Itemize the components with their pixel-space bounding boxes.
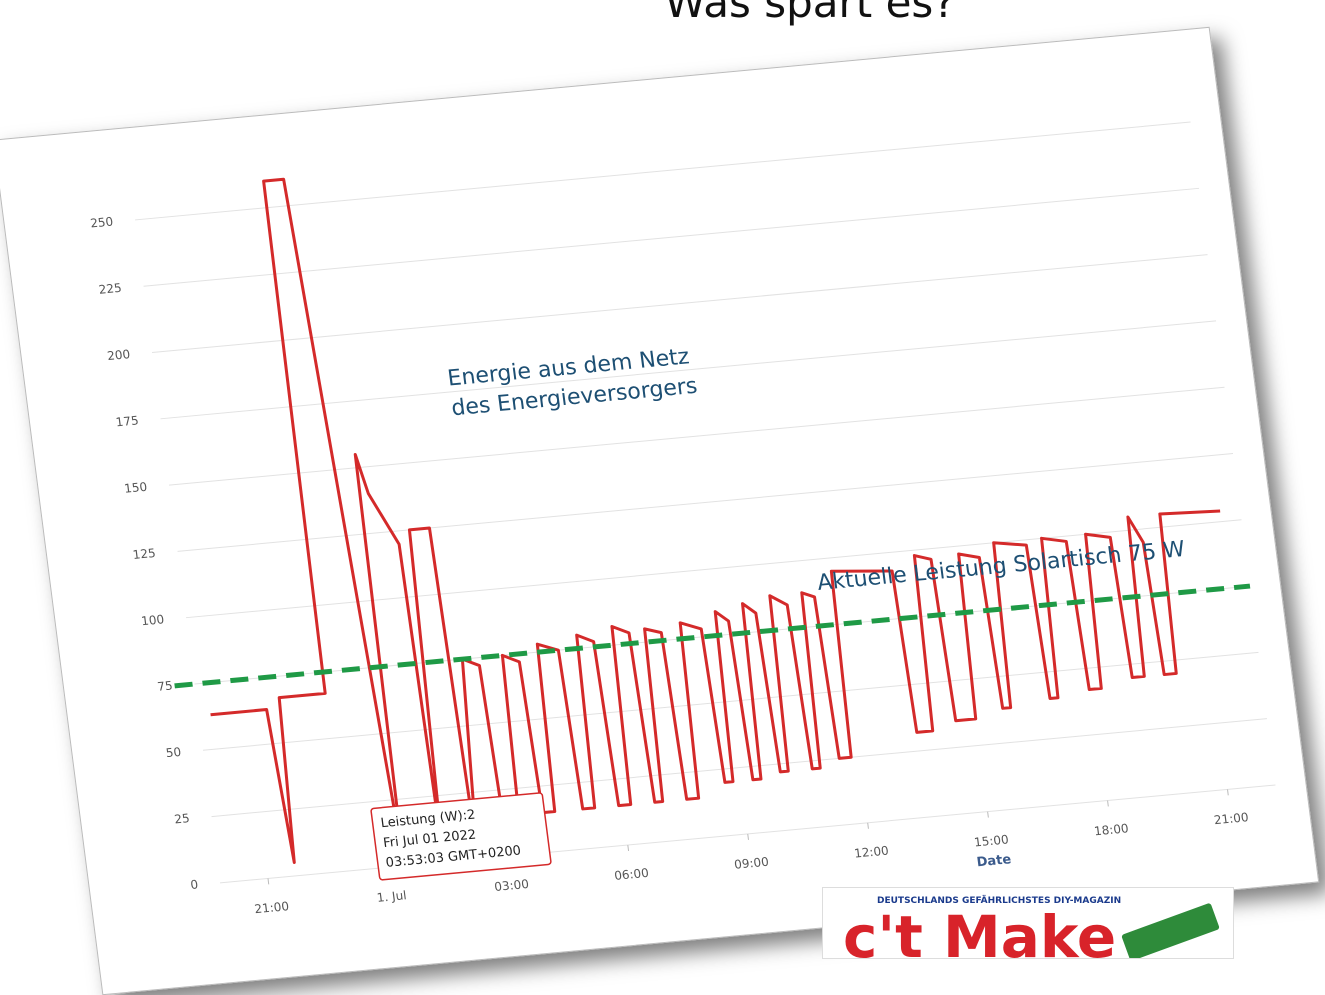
grid-line: [168, 386, 1225, 486]
x-tick-label: 12:00: [853, 844, 889, 861]
magazine-tagline: DEUTSCHLANDS GEFÄHRLICHSTES DIY-MAGAZIN: [877, 896, 1122, 906]
x-tick-mark: [1227, 789, 1229, 796]
x-tick-label: 21:00: [254, 899, 290, 916]
page-title: Was spart es?: [664, 0, 956, 27]
grid-line: [177, 452, 1234, 552]
x-tick-label: 15:00: [973, 832, 1009, 849]
chart-card: 0 25 50 75 100 125 150 175 200 225 250 21:00 1. Jul 0…: [0, 26, 1320, 995]
x-tick-mark: [627, 844, 630, 852]
x-tick-mark: [987, 811, 989, 818]
magazine-logo: c't Make: [843, 903, 1117, 959]
magazine-cover: DEUTSCHLANDS GEFÄHRLICHSTES DIY-MAGAZIN …: [822, 887, 1234, 959]
y-tick-label: 25: [173, 811, 190, 826]
x-tick-label: 09:00: [733, 855, 769, 872]
x-tick-label: 21:00: [1213, 810, 1249, 827]
grid-line: [152, 254, 1208, 354]
x-tick-mark: [1107, 800, 1109, 807]
x-tick-label: 06:00: [613, 866, 649, 883]
grid-line: [202, 651, 1259, 751]
y-tick-label: 175: [115, 413, 140, 429]
x-tick-label: 03:00: [494, 877, 530, 894]
grid-line: [135, 121, 1191, 221]
grid-line: [211, 718, 1268, 818]
grid-line: [160, 320, 1217, 420]
tooltip-box: [370, 792, 552, 881]
x-tick-mark: [867, 822, 869, 829]
x-tick-mark: [747, 833, 750, 840]
x-tick-label: 18:00: [1093, 821, 1129, 838]
x-axis-label: Date: [976, 852, 1013, 870]
data-line: [210, 177, 1221, 865]
y-tick-label: 250: [89, 215, 114, 231]
grid-line: [185, 519, 1242, 619]
chart: 0 25 50 75 100 125 150 175 200 225 250 21:00 1. Jul 0…: [89, 121, 1276, 916]
y-tick-label: 50: [165, 745, 182, 760]
grid-line: [143, 187, 1200, 287]
board-image: [1121, 902, 1220, 958]
y-tick-label: 0: [190, 877, 199, 892]
reference-line: [174, 583, 1251, 689]
y-tick-label: 125: [132, 546, 157, 562]
y-tick-label: 100: [140, 612, 165, 628]
y-tick-label: 75: [156, 679, 173, 694]
y-tick-label: 200: [106, 347, 131, 363]
x-tick-label: 1. Jul: [376, 888, 407, 905]
reference-label: Aktuelle Leistung Solartisch 75 W: [816, 537, 1187, 596]
y-tick-label: 225: [98, 281, 123, 297]
x-tick-mark: [267, 878, 270, 885]
y-tick-label: 150: [123, 480, 148, 496]
